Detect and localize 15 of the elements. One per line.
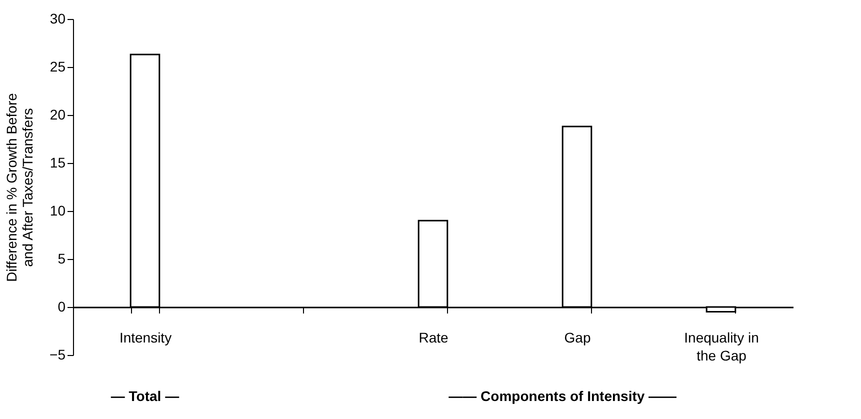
text: —— Components of Intensity ——	[448, 388, 677, 404]
y-tick-label: 30	[50, 10, 66, 26]
y-tick-label: 0	[58, 298, 66, 314]
y-tick-label: 10	[50, 202, 66, 218]
x-tick-label: Intensity	[119, 330, 172, 346]
y-tick-label: 15	[50, 154, 66, 170]
y-tick-label: 25	[50, 58, 66, 74]
y-tick-label: 20	[50, 106, 66, 122]
text: — Total —	[110, 388, 180, 404]
y-axis-title: Difference in % Growth Before and After Taxes/Transfers	[4, 92, 36, 282]
x-tick-label: Rate	[418, 330, 448, 346]
y-tick-label: −5	[50, 346, 66, 362]
x-tick-label: Inequality in the Gap	[684, 330, 759, 364]
y-tick-label: 5	[58, 250, 66, 266]
x-tick-label: Gap	[564, 330, 591, 346]
